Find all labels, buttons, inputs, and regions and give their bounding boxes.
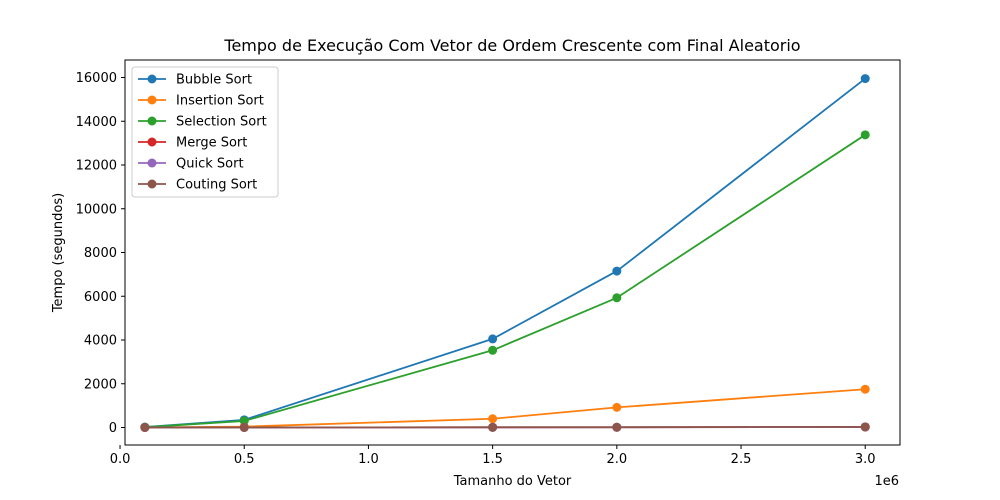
x-axis-offset-label: 1e6 — [874, 474, 899, 489]
legend-label: Couting Sort — [176, 178, 257, 193]
y-tick-label: 10000 — [76, 202, 117, 217]
data-point — [488, 422, 498, 432]
x-tick-label: 3.0 — [855, 452, 876, 467]
data-point — [860, 130, 870, 140]
series-couting-sort — [140, 422, 870, 432]
legend-marker — [147, 116, 157, 126]
data-point — [860, 422, 870, 432]
legend-label: Bubble Sort — [176, 73, 252, 88]
y-tick-label: 12000 — [76, 159, 117, 174]
legend-marker — [147, 95, 157, 105]
y-tick-label: 6000 — [84, 290, 117, 305]
data-point — [239, 422, 249, 432]
x-tick-label: 0.5 — [234, 452, 255, 467]
legend-label: Merge Sort — [176, 136, 247, 151]
x-tick-label: 2.0 — [606, 452, 627, 467]
x-axis-label: Tamanho do Vetor — [453, 474, 572, 489]
legend-marker — [147, 179, 157, 189]
x-tick-label: 0.0 — [110, 452, 131, 467]
axes: 0.0 0.5 1.0 1.5 2.0 2.5 3.0 0 2000 4000 6000 8000 10… — [76, 71, 876, 467]
data-point — [612, 422, 622, 432]
data-point — [860, 384, 870, 394]
data-point — [140, 422, 150, 432]
y-tick-label: 2000 — [84, 377, 117, 392]
data-point — [860, 74, 870, 84]
y-tick-label: 0 — [109, 421, 117, 436]
data-point — [612, 293, 622, 303]
x-tick-label: 2.5 — [731, 452, 752, 467]
y-tick-label: 8000 — [84, 246, 117, 261]
legend-marker — [147, 74, 157, 84]
data-point — [488, 414, 498, 424]
y-axis-label: Tempo (segundos) — [51, 193, 66, 313]
y-tick-label: 14000 — [76, 115, 117, 130]
x-tick-label: 1.0 — [358, 452, 379, 467]
legend-box — [131, 66, 279, 198]
legend-marker — [147, 137, 157, 147]
y-tick-label: 4000 — [84, 334, 117, 349]
series-lines — [140, 74, 870, 432]
legend-label: Selection Sort — [176, 115, 267, 130]
chart-title: Tempo de Execução Com Vetor de Ordem Cre… — [223, 36, 800, 55]
legend-marker — [147, 158, 157, 168]
data-point — [612, 266, 622, 276]
legend-label: Insertion Sort — [176, 94, 264, 109]
legend-label: Quick Sort — [176, 157, 244, 172]
data-point — [488, 334, 498, 344]
plot-frame — [124, 59, 901, 446]
y-tick-label: 16000 — [76, 71, 117, 86]
data-point — [488, 345, 498, 355]
x-tick-label: 1.5 — [482, 452, 503, 467]
data-point — [612, 402, 622, 412]
series-line — [144, 425, 866, 429]
data-point — [239, 416, 249, 426]
legend: Bubble Sort Insertion Sort Selection Sort M… — [131, 66, 279, 198]
